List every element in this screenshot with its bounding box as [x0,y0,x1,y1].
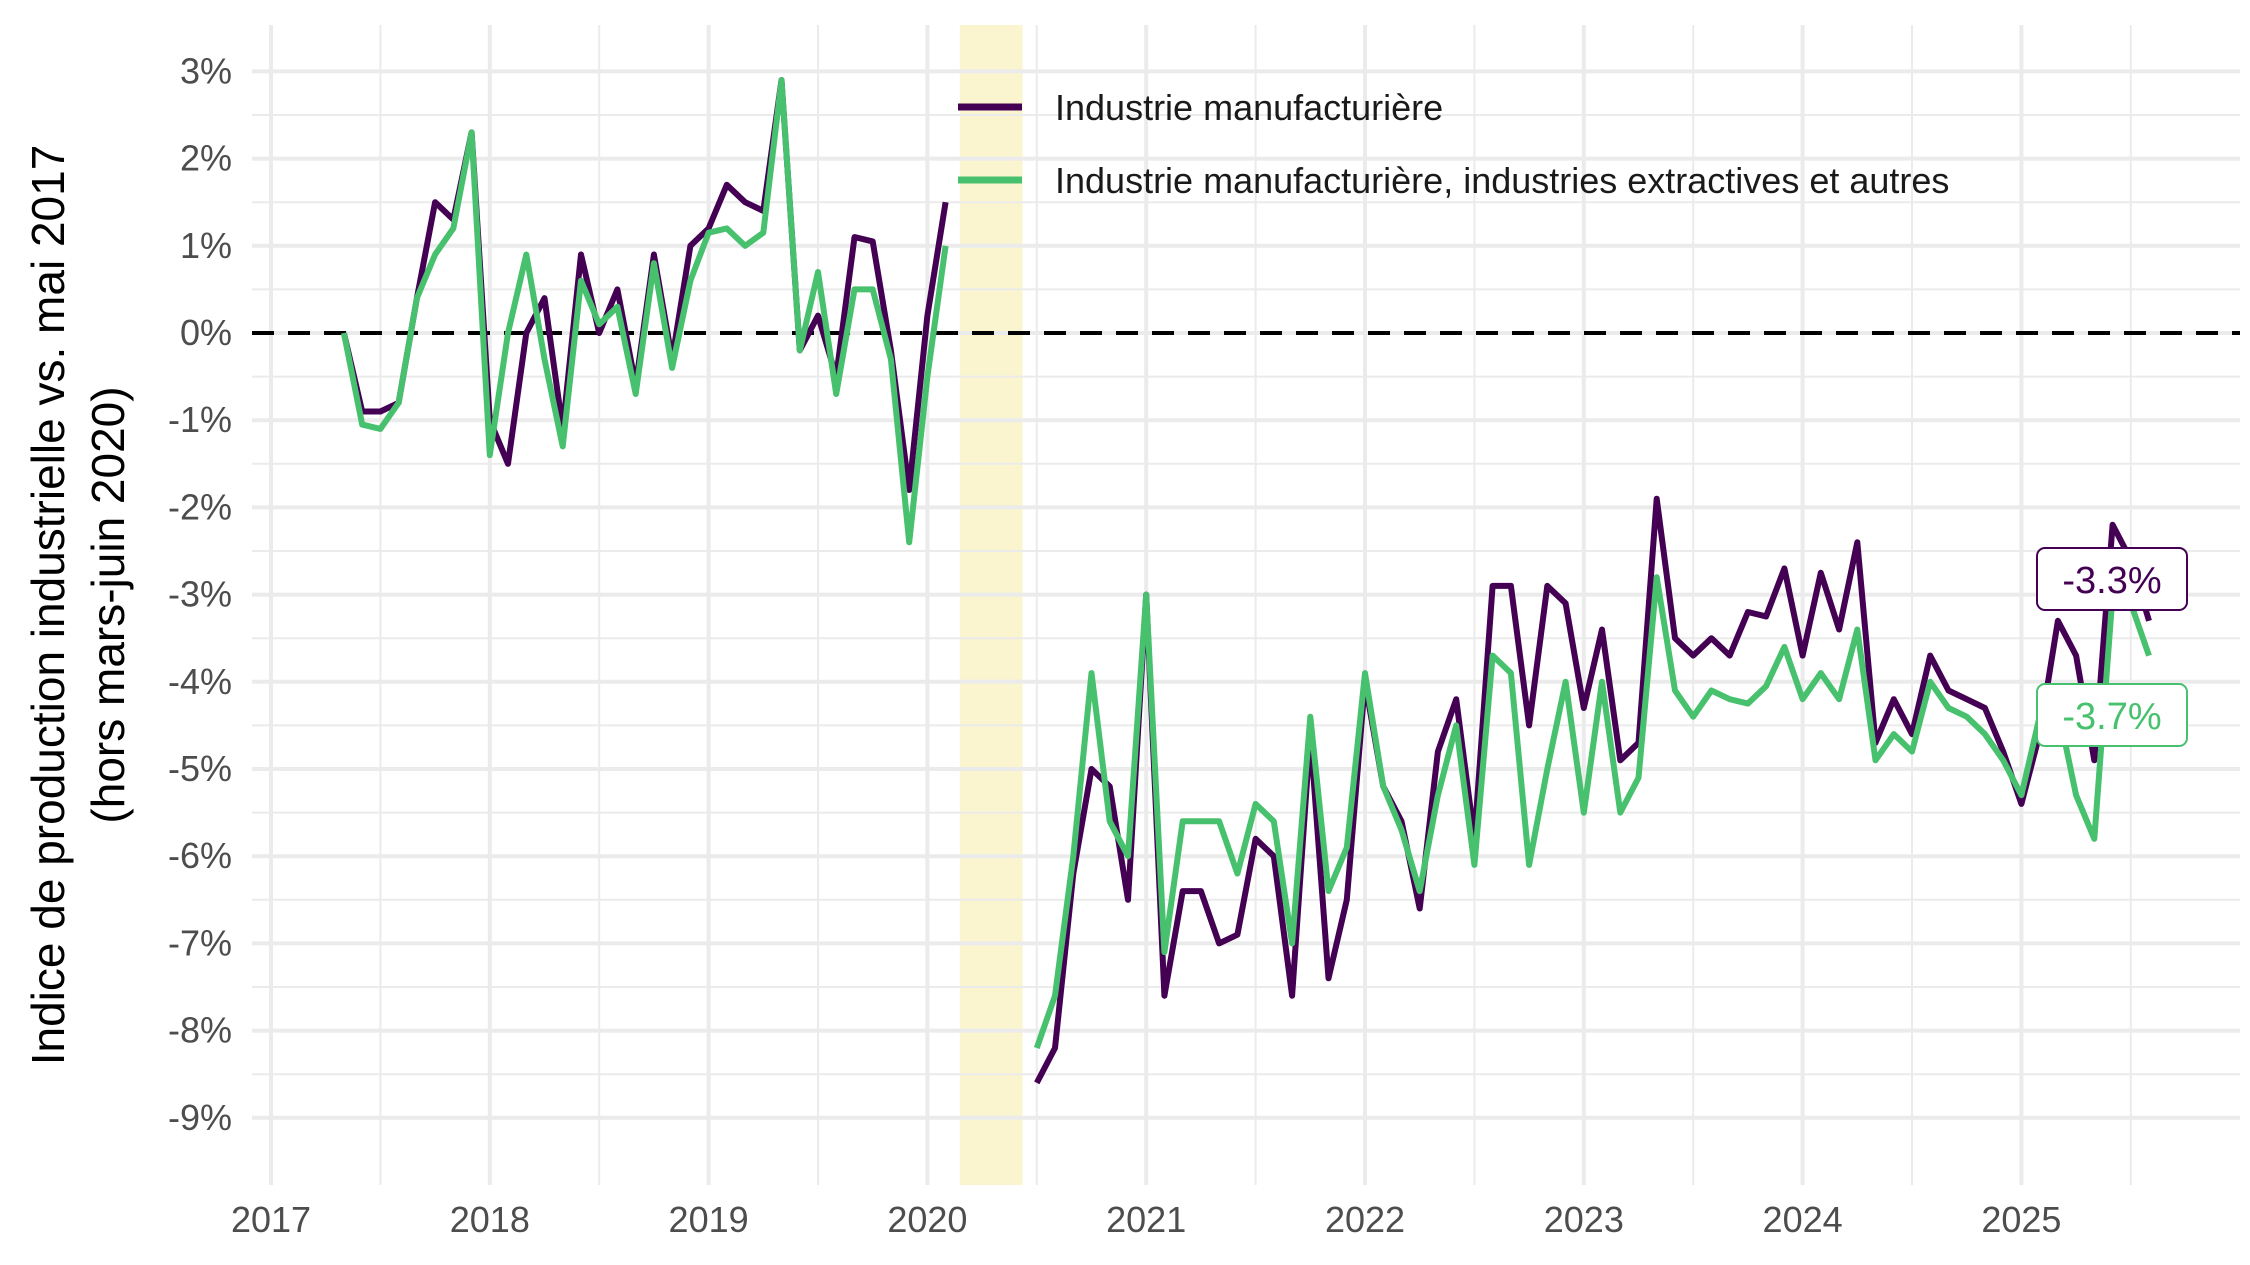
end-label-box-series-2 [2036,683,2188,747]
series-2-line-segment-2 [1033,574,2152,1049]
y-tick-label: -8% [168,1010,232,1051]
x-tick-label: 2019 [669,1199,749,1240]
y-tick-label: -9% [168,1097,232,1138]
x-tick-label: 2020 [887,1199,967,1240]
y-tick-labels: 3% 2% 1% 0% -1% -2% -3% -4% -5% -6% -7% -8% -9% [168,50,232,1137]
y-tick-label: 0% [180,312,232,353]
x-tick-label: 2024 [1763,1199,1843,1240]
y-tick-label: -2% [168,486,232,527]
x-tick-label: 2021 [1106,1199,1186,1240]
y-tick-label: -7% [168,922,232,963]
x-tick-label: 2018 [450,1199,530,1240]
y-tick-label: -4% [168,661,232,702]
series-layer [340,77,2152,1085]
x-tick-label: 2022 [1325,1199,1405,1240]
x-tick-label: 2025 [1981,1199,2061,1240]
y-axis-subtitle: (hors mars-juin 2020) [82,386,134,823]
x-tick-label: 2023 [1544,1199,1624,1240]
y-tick-label: -5% [168,748,232,789]
series-2-line-segment-1 [340,77,949,546]
series-1-line-segment-2 [1034,495,2152,1085]
end-label-series-1: -3.3% [2062,560,2161,602]
y-tick-label: -1% [168,399,232,440]
y-tick-label: 1% [180,225,232,266]
shaded-period-layer [959,25,1023,1185]
x-tick-label: 2017 [231,1199,311,1240]
y-tick-label: 2% [180,138,232,179]
end-labels: -3.3% -3.7% [2036,547,2188,747]
x-tick-labels: 2017 2018 2019 2020 2021 2022 2023 2024 2025 [231,1199,2061,1240]
legend: Industrie manufacturière Industrie manufa… [958,87,1949,201]
y-tick-label: -3% [168,574,232,615]
legend-label-series-2: Industrie manufacturière, industries ext… [1055,160,1949,201]
end-label-box-series-1 [2036,547,2188,611]
grid-layer [252,25,2240,1185]
end-label-series-2: -3.7% [2062,696,2161,738]
y-tick-label: 3% [180,50,232,91]
y-axis-title: Indice de production industrielle vs. ma… [22,145,74,1066]
y-tick-label: -6% [168,835,232,876]
legend-label-series-1: Industrie manufacturière [1055,87,1443,128]
series-1-line-segment-1 [340,77,949,493]
shaded-period [959,25,1023,1185]
